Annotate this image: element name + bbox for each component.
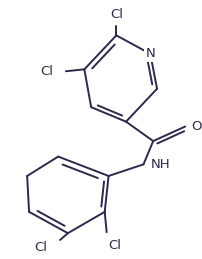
Text: N: N [145,47,155,60]
Text: Cl: Cl [108,239,121,252]
Text: Cl: Cl [34,241,47,254]
Text: Cl: Cl [110,8,123,20]
Text: O: O [191,120,202,133]
Text: NH: NH [150,158,170,171]
Text: Cl: Cl [40,65,53,78]
